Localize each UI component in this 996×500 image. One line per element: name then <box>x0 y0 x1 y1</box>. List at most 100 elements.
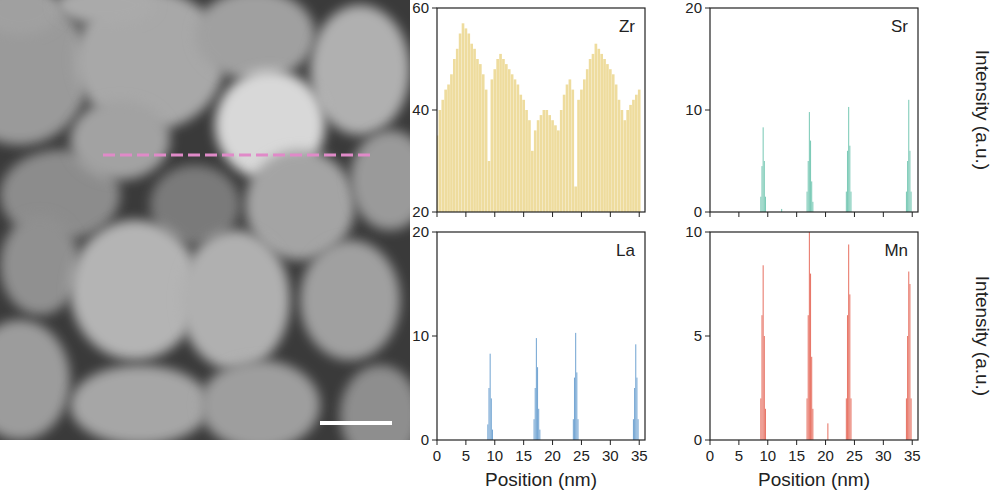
x-tick-label: 30 <box>875 447 892 464</box>
x-tick <box>465 212 466 217</box>
bar <box>606 64 609 212</box>
bar <box>909 284 910 440</box>
bar <box>809 232 810 440</box>
bar <box>600 54 603 212</box>
bar <box>848 107 849 212</box>
bar <box>488 388 489 440</box>
bar <box>638 419 639 440</box>
x-tick-label: 5 <box>735 447 743 464</box>
bar <box>566 85 569 213</box>
grain <box>70 100 170 180</box>
bar <box>580 90 583 212</box>
bar <box>615 85 618 213</box>
panel: 204060Zr <box>412 0 645 220</box>
x-tick <box>825 440 826 445</box>
bar <box>909 151 910 212</box>
x-tick <box>796 440 797 445</box>
bar <box>575 333 576 440</box>
x-tick <box>581 440 582 445</box>
panel-title: Zr <box>619 17 635 36</box>
bar <box>811 357 812 440</box>
bar <box>635 344 636 440</box>
x-tick <box>494 440 495 445</box>
bar <box>847 315 848 440</box>
x-tick <box>494 212 495 217</box>
x-tick <box>854 440 855 445</box>
scale-bar <box>320 421 392 425</box>
x-tick-label: 20 <box>544 447 561 464</box>
bar <box>573 419 574 440</box>
x-tick-label: 15 <box>788 447 805 464</box>
bar <box>763 127 764 212</box>
x-tick <box>738 212 739 217</box>
bar <box>485 90 488 212</box>
x-tick-label: 0 <box>433 447 441 464</box>
bar <box>595 44 598 212</box>
panel: 051015202530350510MnPosition (nm)Intensi… <box>685 223 993 490</box>
x-tick <box>581 212 582 217</box>
bar <box>597 49 600 212</box>
x-tick <box>639 212 640 217</box>
bar <box>522 100 525 212</box>
bar <box>808 315 809 440</box>
bar <box>453 59 456 212</box>
bar <box>635 95 638 212</box>
bar <box>447 85 450 213</box>
scan-line <box>103 154 372 157</box>
bar <box>911 398 912 440</box>
bar <box>534 130 537 212</box>
bar <box>847 151 848 212</box>
bar <box>812 409 813 440</box>
bar <box>846 192 847 212</box>
bar <box>621 110 624 212</box>
bar <box>571 90 574 212</box>
y-tick <box>705 440 710 441</box>
y-tick-label: 20 <box>412 223 429 240</box>
bar <box>511 74 514 212</box>
micrograph <box>0 0 410 440</box>
bar <box>441 100 444 212</box>
y-tick-label: 0 <box>694 431 702 448</box>
x-tick-label: 35 <box>631 447 648 464</box>
plot-frame <box>710 8 918 212</box>
x-tick <box>710 212 711 217</box>
x-tick <box>767 212 768 217</box>
bar <box>761 166 762 212</box>
x-tick-label: 25 <box>846 447 863 464</box>
bar <box>499 54 502 212</box>
y-axis-title: Intensity (a.u.) <box>972 276 993 396</box>
bar <box>493 69 496 212</box>
figure: 204060Zr01020SrIntensity (a.u.)051015202… <box>0 0 996 500</box>
x-tick-label: 30 <box>602 447 619 464</box>
bar <box>456 49 459 212</box>
x-tick <box>523 440 524 445</box>
y-tick-label: 0 <box>421 431 429 448</box>
x-tick-label: 0 <box>706 447 714 464</box>
bar <box>589 59 592 212</box>
bar <box>603 59 606 212</box>
bar <box>488 161 491 212</box>
y-tick-label: 10 <box>685 101 702 118</box>
bar <box>519 95 522 212</box>
x-tick-label: 15 <box>515 447 532 464</box>
bar <box>764 161 765 212</box>
bar <box>490 354 491 440</box>
bar <box>812 202 813 212</box>
x-tick <box>796 212 797 217</box>
bar <box>496 59 499 212</box>
x-tick <box>912 212 913 217</box>
bar <box>539 430 540 440</box>
bars <box>437 23 641 212</box>
panel-title: Mn <box>884 241 908 260</box>
x-axis-title: Position (nm) <box>758 469 870 490</box>
bar <box>765 197 766 212</box>
y-tick-label: 0 <box>694 203 702 220</box>
plot-frame <box>437 8 645 212</box>
bar <box>811 181 812 212</box>
x-tick <box>610 212 611 217</box>
x-tick <box>912 440 913 445</box>
bar <box>850 398 851 440</box>
bar <box>636 378 637 440</box>
y-tick-label: 20 <box>685 0 702 16</box>
bar <box>763 265 764 440</box>
